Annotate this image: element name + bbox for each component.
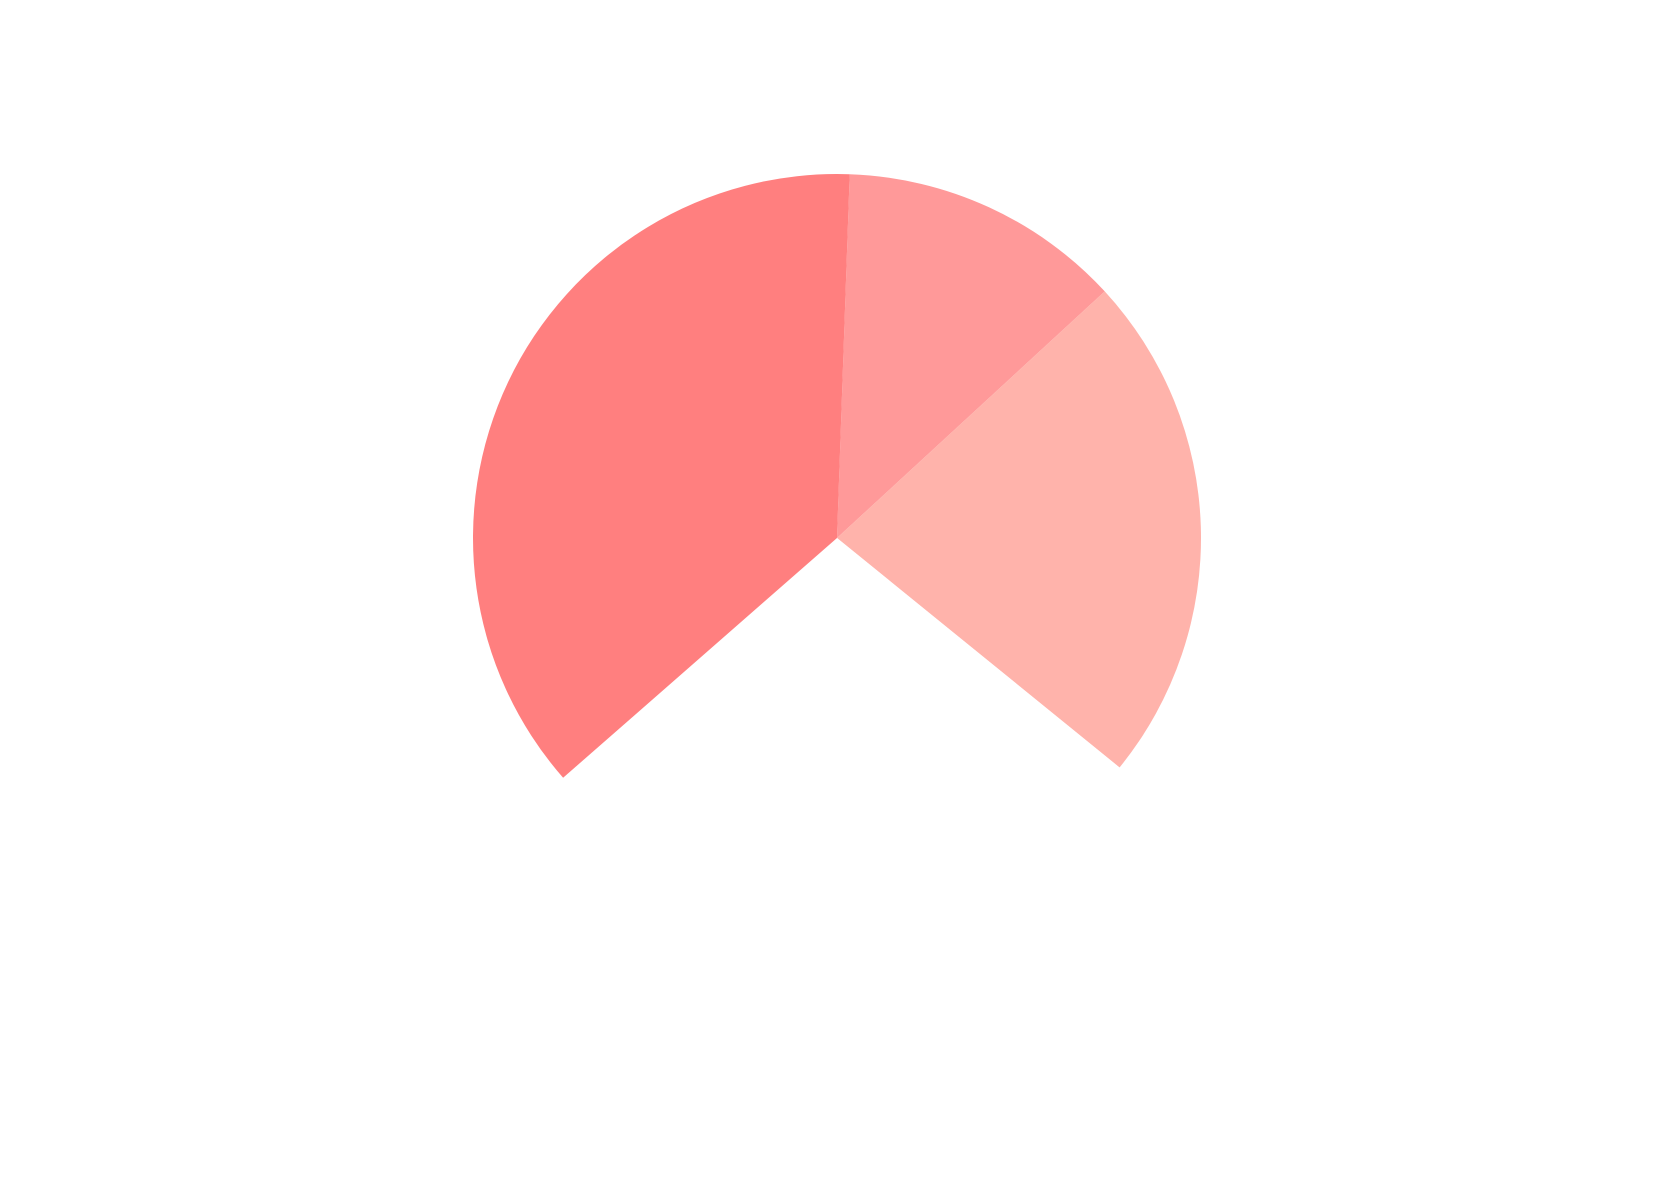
pie-slice-4 [473, 173, 850, 778]
pie-slice-3 [563, 538, 1120, 902]
pie-slice-1 [837, 174, 1105, 538]
pie-slices [473, 173, 1202, 902]
pie-slice-2 [837, 291, 1202, 768]
